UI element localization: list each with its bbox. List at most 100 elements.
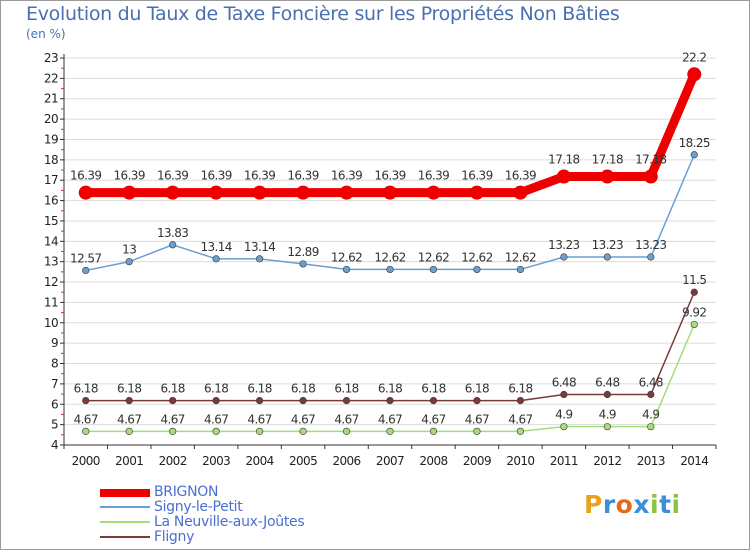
- legend-label: Fligny: [154, 529, 195, 545]
- data-label: 6.18: [161, 382, 185, 396]
- data-label: 12.62: [331, 250, 362, 264]
- y-tick-label: 19: [44, 132, 58, 146]
- data-point: [473, 427, 481, 435]
- data-point: [165, 185, 180, 200]
- x-tick-label: 2012: [593, 454, 621, 468]
- y-tick-label: 21: [44, 92, 58, 106]
- data-label: 16.39: [287, 169, 318, 183]
- data-label: 13.23: [548, 238, 579, 252]
- data-point: [169, 396, 177, 405]
- data-point: [82, 427, 90, 435]
- data-point: [386, 427, 394, 435]
- data-label: 6.18: [117, 382, 141, 396]
- x-tick-label: 2011: [550, 454, 578, 468]
- data-label: 4.67: [204, 412, 228, 426]
- chart-title: Evolution du Taux de Taxe Foncière sur l…: [26, 3, 620, 25]
- data-point: [383, 185, 397, 200]
- data-label: 12.62: [374, 250, 405, 264]
- data-point: [690, 151, 698, 159]
- data-point: [78, 185, 93, 200]
- data-point: [600, 169, 615, 184]
- data-point: [125, 396, 133, 405]
- y-tick-label: 9: [51, 336, 58, 350]
- legend-label: Signy-le-Petit: [154, 499, 243, 515]
- data-point: [299, 427, 307, 435]
- data-point: [469, 185, 484, 200]
- y-tick-label: 12: [44, 275, 58, 289]
- data-label: 6.18: [334, 382, 358, 396]
- data-label: 12.57: [70, 251, 101, 265]
- data-label: 4.67: [74, 412, 98, 426]
- data-label: 4.67: [117, 412, 141, 426]
- data-point: [339, 185, 354, 200]
- data-label: 16.39: [114, 169, 145, 183]
- data-point: [386, 396, 394, 405]
- data-point: [643, 169, 658, 184]
- data-label: 17.18: [592, 153, 623, 167]
- data-point: [125, 258, 133, 266]
- y-tick-label: 7: [51, 377, 58, 391]
- y-tick-label: 20: [44, 112, 58, 126]
- data-label: 12.62: [418, 250, 449, 264]
- data-label: 6.18: [247, 382, 271, 396]
- data-label: 4.67: [508, 412, 532, 426]
- y-tick-label: 6: [51, 397, 58, 411]
- data-point: [603, 390, 611, 399]
- data-label: 16.39: [70, 169, 101, 183]
- logo-letter: P: [584, 490, 603, 519]
- data-label: 6.48: [595, 375, 619, 389]
- data-label: 6.18: [378, 382, 402, 396]
- x-tick-label: 2010: [506, 454, 534, 468]
- data-point: [342, 396, 351, 405]
- data-label: 4.67: [421, 412, 445, 426]
- x-tick-label: 2003: [202, 454, 230, 468]
- data-label: 4.67: [334, 412, 358, 426]
- data-label: 12.62: [461, 250, 492, 264]
- data-label: 6.18: [74, 382, 98, 396]
- data-label: 16.39: [461, 169, 492, 183]
- data-point: [122, 185, 137, 200]
- data-point: [429, 427, 438, 435]
- legend-label: BRIGNON: [154, 484, 219, 500]
- data-label: 4.9: [555, 408, 572, 422]
- logo-letter: r: [602, 490, 616, 519]
- x-tick-label: 2004: [246, 454, 274, 468]
- data-label: 16.39: [244, 169, 275, 183]
- data-point: [513, 185, 528, 200]
- legend-label: La Neuville-aux-Joûtes: [154, 514, 305, 530]
- data-point: [516, 265, 525, 274]
- data-point: [603, 423, 611, 431]
- data-label: 6.18: [291, 382, 315, 396]
- data-point: [560, 423, 568, 431]
- x-tick-label: 2008: [419, 454, 447, 468]
- data-point: [516, 427, 525, 435]
- y-tick-label: 15: [44, 214, 58, 228]
- data-label: 6.48: [552, 375, 576, 389]
- logo-letter: i: [671, 490, 681, 519]
- data-point: [473, 396, 481, 405]
- data-label: 6.18: [508, 382, 532, 396]
- x-tick-label: 2006: [332, 454, 360, 468]
- data-point: [473, 265, 481, 274]
- x-tick-label: 2001: [115, 454, 143, 468]
- data-point: [603, 253, 611, 261]
- x-tick-label: 2014: [680, 454, 708, 468]
- data-point: [429, 265, 438, 274]
- legend-swatch: [100, 536, 150, 538]
- data-point: [252, 185, 267, 200]
- data-point: [296, 185, 311, 200]
- data-point: [690, 320, 698, 329]
- proxiti-logo: Proxiti: [584, 490, 681, 519]
- data-point: [426, 185, 441, 200]
- data-point: [556, 169, 571, 184]
- data-point: [256, 396, 264, 405]
- y-tick-label: 22: [44, 71, 58, 85]
- data-label: 4.9: [642, 408, 659, 422]
- data-label: 13.14: [200, 240, 231, 254]
- data-label: 16.39: [374, 169, 405, 183]
- logo-letter: o: [615, 490, 634, 519]
- legend-swatch: [100, 489, 150, 497]
- data-point: [125, 427, 133, 435]
- y-tick-label: 10: [44, 316, 58, 330]
